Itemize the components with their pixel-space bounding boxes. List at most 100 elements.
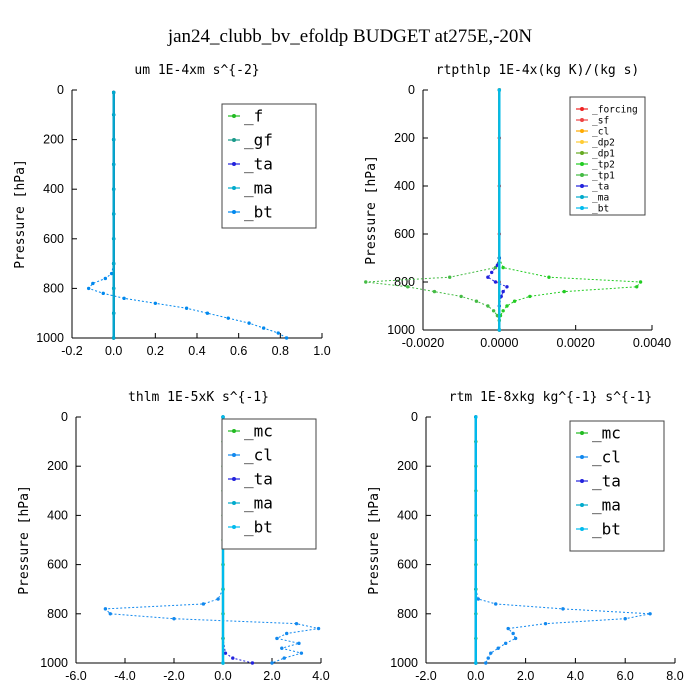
legend-marker xyxy=(232,162,236,166)
series-point-4 xyxy=(111,187,116,191)
series-point-5 xyxy=(109,271,114,276)
series-point-3 xyxy=(547,275,551,279)
y-tick-label: 0 xyxy=(411,410,418,424)
panel-3: thlm 1E-5xK s^{-1} 0 200 400 600 800 1000-6.0 -… xyxy=(17,390,330,683)
series-point-6 xyxy=(172,617,176,621)
legend-marker xyxy=(580,455,584,459)
legend-marker xyxy=(580,173,584,177)
x-tick-label: 2.0 xyxy=(263,669,280,683)
legend-marker xyxy=(232,501,236,505)
panel-title: rtm 1E-8xkg kg^{-1} s^{-1} xyxy=(449,390,653,405)
series-point-4 xyxy=(250,661,255,665)
series-point-5 xyxy=(493,280,498,284)
legend-label: _ta xyxy=(244,470,273,489)
series-point-11 xyxy=(297,641,301,646)
series-point-4 xyxy=(638,280,643,284)
figure-title: jan24_clubb_bv_efoldp BUDGET at275E,-20N xyxy=(167,26,533,47)
legend-marker xyxy=(232,525,236,529)
series-point-11 xyxy=(153,301,158,305)
y-tick-label: 800 xyxy=(397,607,418,621)
legend-label: _f xyxy=(244,107,263,126)
y-tick-label: 800 xyxy=(43,281,64,295)
y-tick-label: 1000 xyxy=(387,323,415,337)
series-point-10 xyxy=(122,296,126,301)
y-axis-label: Pressure [hPa] xyxy=(17,485,32,595)
y-tick-label: 200 xyxy=(43,133,64,147)
y-tick-label: 600 xyxy=(43,232,64,246)
y-tick-label: 1000 xyxy=(40,656,68,670)
x-tick-label: -0.2 xyxy=(61,344,83,358)
legend-marker xyxy=(580,118,584,122)
legend: _forcing_sf_cl_dp2_dp1_tp2_tp1_ta_ma_bt xyxy=(569,96,646,216)
x-tick-label: 2.0 xyxy=(517,669,534,683)
legend-marker xyxy=(580,140,584,144)
series-point-2 xyxy=(476,597,480,601)
x-tick-label: 8.0 xyxy=(666,669,683,683)
series-cl xyxy=(103,415,321,665)
series-point-7 xyxy=(111,261,116,266)
series-point-8 xyxy=(474,299,479,303)
legend-label: _mc xyxy=(592,424,621,443)
series-point-9 xyxy=(101,291,105,296)
x-tick-label: 0.0040 xyxy=(633,336,671,350)
series-point-14 xyxy=(486,656,490,660)
series-point-15 xyxy=(484,661,488,665)
legend-marker xyxy=(232,477,236,481)
series-bt xyxy=(474,415,478,665)
legend-marker xyxy=(232,114,236,118)
x-tick-label: 0.0 xyxy=(214,669,231,683)
legend-marker xyxy=(580,129,584,133)
legend-marker xyxy=(580,195,584,199)
series-point-15 xyxy=(270,661,274,665)
series-point-7 xyxy=(459,294,463,299)
series-line xyxy=(365,90,500,330)
y-tick-label: 1000 xyxy=(36,331,64,345)
series-point-2 xyxy=(216,597,220,601)
series-point-2 xyxy=(501,265,505,270)
series-point-4 xyxy=(103,607,108,611)
series-point-3 xyxy=(231,656,235,660)
series-point-0 xyxy=(497,88,502,92)
legend-marker xyxy=(580,151,584,155)
legend-label: _dp1 xyxy=(592,148,615,159)
legend-label: _bt xyxy=(244,203,273,222)
series-point-18 xyxy=(284,336,289,340)
legend-marker xyxy=(580,107,584,111)
panel-1: um 1E-4xm s^{-2} 0 200 400 600 800 1000-0.2 0.0… xyxy=(13,63,331,358)
legend: _mc _cl _ta _ma _bt xyxy=(569,420,665,552)
series-point-6 xyxy=(432,289,437,294)
y-tick-label: 400 xyxy=(397,508,418,522)
series-bt xyxy=(497,88,502,332)
legend-label: _tp1 xyxy=(592,170,615,181)
legend-label: _ma xyxy=(592,496,621,515)
series-point-7 xyxy=(528,294,532,299)
legend-label: _cl xyxy=(592,448,621,467)
legend-marker xyxy=(580,527,584,531)
legend-label: _dp2 xyxy=(592,137,615,148)
y-tick-label: 600 xyxy=(397,558,418,572)
y-tick-label: 800 xyxy=(47,607,68,621)
series-point-5 xyxy=(108,612,113,616)
legend-marker xyxy=(232,429,236,433)
y-tick-label: 0 xyxy=(57,83,64,97)
series-point-10 xyxy=(501,309,505,313)
series-point-13 xyxy=(299,651,304,655)
series-line xyxy=(487,90,508,330)
series-point-3 xyxy=(490,270,494,275)
series-point-10 xyxy=(275,636,279,641)
legend: _f _gf _ta _ma _bt xyxy=(221,103,317,229)
y-tick-label: 1000 xyxy=(390,656,418,670)
legend-label: _sf xyxy=(592,115,609,126)
series-point-1 xyxy=(221,661,225,665)
series-point-10 xyxy=(111,336,116,340)
series-line xyxy=(104,417,319,664)
legend-label: _ta xyxy=(244,155,273,174)
legend-label: _tp2 xyxy=(592,159,615,170)
series-point-7 xyxy=(91,281,95,286)
x-tick-label: 0.0000 xyxy=(480,336,518,350)
y-tick-label: 0 xyxy=(61,410,68,424)
series-ta xyxy=(486,88,509,332)
x-tick-label: 6.0 xyxy=(617,669,634,683)
legend-marker xyxy=(580,162,584,166)
